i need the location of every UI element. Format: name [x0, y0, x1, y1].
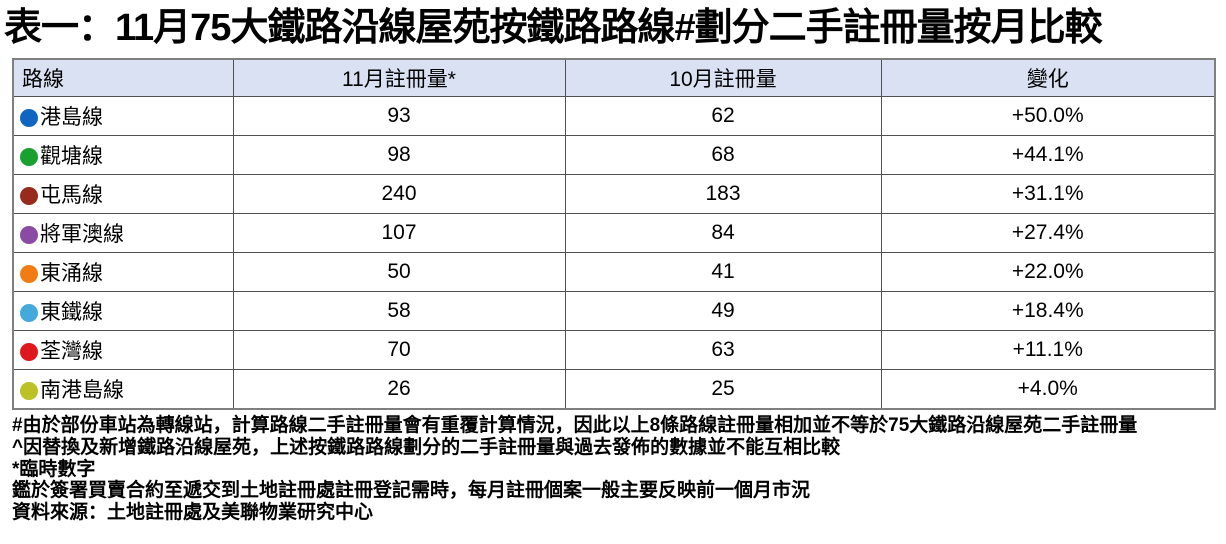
page-title: 表一：11月75大鐵路沿線屋苑按鐵路路線#劃分二手註冊量按月比較: [4, 7, 1103, 49]
change-percent: +31.1%: [880, 174, 1216, 214]
table-row: 將軍澳線 107 84 +27.4%: [12, 213, 1216, 253]
line-color-dot: [20, 382, 38, 400]
column-header-change: 變化: [880, 58, 1216, 97]
line-color-dot: [20, 304, 38, 322]
table-row: 東鐵線 58 49 +18.4%: [12, 291, 1216, 331]
line-name: 南港島線: [40, 379, 124, 402]
change-percent: +4.0%: [880, 369, 1216, 410]
nov-registrations: 93: [232, 96, 566, 136]
table-row: 南港島線 26 25 +4.0%: [12, 369, 1216, 410]
line-name: 荃灣線: [40, 340, 103, 363]
nov-registrations: 98: [232, 135, 566, 175]
table-row: 荃灣線 70 63 +11.1%: [12, 330, 1216, 370]
nov-registrations: 58: [232, 291, 566, 331]
table-row: 屯馬線 240 183 +31.1%: [12, 174, 1216, 214]
oct-registrations: 84: [564, 213, 882, 253]
line-color-dot: [20, 109, 38, 127]
nov-registrations: 70: [232, 330, 566, 370]
registrations-table: 路線 11月註冊量* 10月註冊量 變化 港島線 93 62 +50.0% 觀塘…: [12, 58, 1216, 410]
table-row: 觀塘線 98 68 +44.1%: [12, 135, 1216, 175]
table-row: 東涌線 50 41 +22.0%: [12, 252, 1216, 292]
change-percent: +50.0%: [880, 96, 1216, 136]
footnote-interchange: #由於部份車站為轉線站，計算路線二手註冊量會有重覆計算情況，因此以上8條路線註冊…: [12, 415, 1138, 436]
nov-registrations: 26: [232, 369, 566, 410]
line-name: 觀塘線: [40, 145, 103, 168]
oct-registrations: 25: [564, 369, 882, 410]
line-color-dot: [20, 148, 38, 166]
nov-registrations: 50: [232, 252, 566, 292]
line-name: 東鐵線: [40, 301, 103, 324]
footnote-lag: 鑑於簽署買賣合約至遞交到土地註冊處註冊登記需時，每月註冊個案一般主要反映前一個月…: [12, 480, 811, 502]
line-color-dot: [20, 265, 38, 283]
line-color-dot: [20, 226, 38, 244]
data-source: 資料來源：土地註冊處及美聯物業研究中心: [12, 502, 374, 524]
footnote-provisional: *臨時數字: [12, 458, 96, 480]
oct-registrations: 63: [564, 330, 882, 370]
footnote-comparison: ^因替換及新增鐵路沿線屋苑，上述按鐵路路線劃分的二手註冊量與過去發佈的數據並不能…: [12, 436, 841, 458]
oct-registrations: 68: [564, 135, 882, 175]
change-percent: +44.1%: [880, 135, 1216, 175]
line-name: 東涌線: [40, 262, 103, 285]
oct-registrations: 62: [564, 96, 882, 136]
table-header-row: 路線 11月註冊量* 10月註冊量 變化: [12, 58, 1216, 97]
nov-registrations: 107: [232, 213, 566, 253]
oct-registrations: 49: [564, 291, 882, 331]
column-header-nov: 11月註冊量*: [232, 58, 566, 97]
column-header-line: 路線: [12, 58, 234, 97]
change-percent: +22.0%: [880, 252, 1216, 292]
table-row: 港島線 93 62 +50.0%: [12, 96, 1216, 136]
oct-registrations: 183: [564, 174, 882, 214]
oct-registrations: 41: [564, 252, 882, 292]
column-header-oct: 10月註冊量: [564, 58, 882, 97]
line-name: 屯馬線: [40, 184, 103, 207]
line-color-dot: [20, 187, 38, 205]
table-header: 路線 11月註冊量* 10月註冊量 變化: [12, 58, 1216, 97]
line-name: 港島線: [40, 106, 103, 129]
line-name: 將軍澳線: [40, 223, 124, 246]
nov-registrations: 240: [232, 174, 566, 214]
footnotes: #由於部份車站為轉線站，計算路線二手註冊量會有重覆計算情況，因此以上8條路線註冊…: [12, 415, 1226, 524]
change-percent: +11.1%: [880, 330, 1216, 370]
change-percent: +18.4%: [880, 291, 1216, 331]
change-percent: +27.4%: [880, 213, 1216, 253]
line-color-dot: [20, 343, 38, 361]
